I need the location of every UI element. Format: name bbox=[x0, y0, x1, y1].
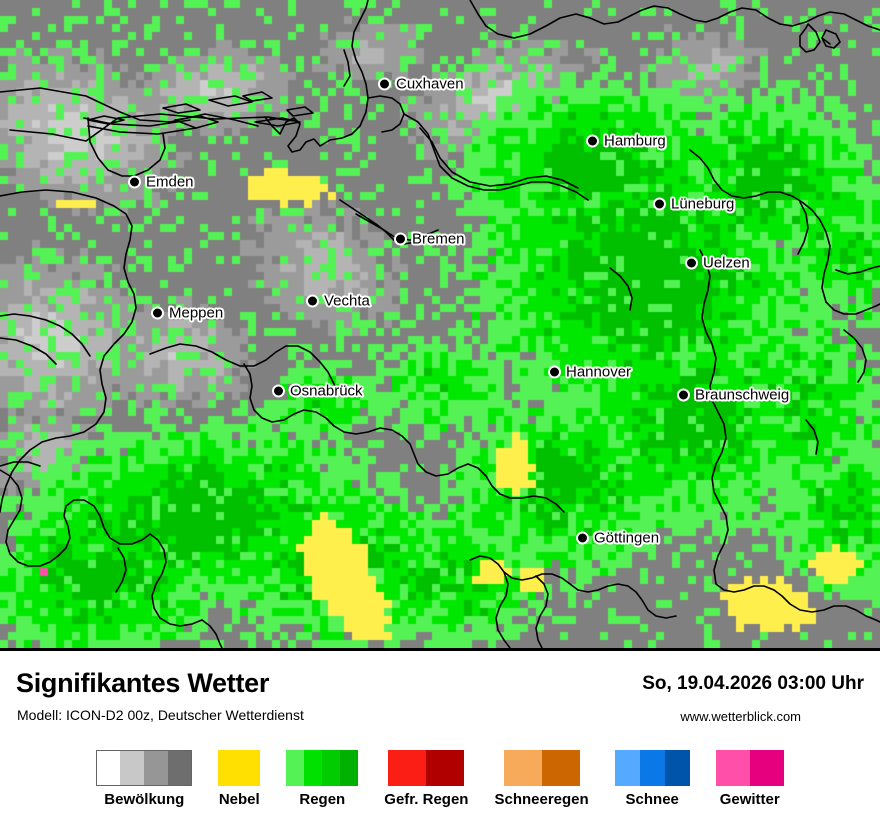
legend-item-nebel[interactable]: Nebel bbox=[218, 750, 261, 808]
legend-color-chip bbox=[749, 750, 784, 786]
city-label: Hannover bbox=[566, 363, 632, 381]
legend-item-regen[interactable]: Regen bbox=[286, 750, 359, 808]
legend-swatch bbox=[388, 750, 465, 786]
city-label: Cuxhaven bbox=[396, 75, 464, 93]
city-dot-icon bbox=[576, 531, 589, 545]
city-marker-luneburg[interactable]: Lüneburg bbox=[653, 196, 734, 213]
city-marker-braunschweig[interactable]: Braunschweig bbox=[677, 387, 789, 404]
legend-swatch bbox=[715, 750, 784, 786]
map-footer: Signifikantes Wetter Modell: ICON-D2 00z… bbox=[0, 651, 880, 830]
legend-item-gefrregen[interactable]: Gefr. Regen bbox=[384, 750, 468, 808]
legend-color-chip bbox=[715, 750, 750, 786]
city-dot-icon bbox=[653, 197, 666, 211]
city-marker-emden[interactable]: Emden bbox=[128, 174, 194, 191]
city-dot-icon bbox=[677, 388, 690, 402]
city-marker-hamburg[interactable]: Hamburg bbox=[586, 133, 666, 150]
city-label: Vechta bbox=[324, 292, 370, 310]
city-dot-icon bbox=[272, 384, 285, 398]
legend-color-chip bbox=[639, 750, 665, 786]
legend-color-chip bbox=[426, 750, 465, 786]
city-dot-icon bbox=[128, 175, 141, 189]
city-label: Uelzen bbox=[703, 254, 750, 272]
city-label: Meppen bbox=[169, 304, 224, 322]
legend-color-chip bbox=[168, 750, 193, 786]
model-subtitle: Modell: ICON-D2 00z, Deutscher Wetterdie… bbox=[17, 707, 304, 723]
legend-color-chip bbox=[503, 750, 542, 786]
legend-color-chip bbox=[218, 750, 261, 786]
legend-label: Bewölkung bbox=[104, 791, 185, 808]
legend-item-schneeregen[interactable]: Schneeregen bbox=[494, 750, 589, 808]
page-title: Signifikantes Wetter bbox=[16, 668, 270, 698]
legend-swatch bbox=[614, 750, 690, 786]
website-link[interactable]: www.wetterblick.com bbox=[680, 709, 801, 724]
forecast-datetime: So, 19.04.2026 03:00 Uhr bbox=[642, 673, 864, 694]
city-marker-uelzen[interactable]: Uelzen bbox=[685, 255, 750, 272]
legend-color-chip bbox=[340, 750, 359, 786]
legend-swatch bbox=[96, 750, 193, 786]
city-marker-osnabruck[interactable]: Osnabrück bbox=[272, 383, 363, 400]
legend-label: Gefr. Regen bbox=[384, 791, 469, 808]
legend-item-gewitter[interactable]: Gewitter bbox=[715, 750, 784, 808]
legend-swatch bbox=[218, 750, 261, 786]
city-dot-icon bbox=[685, 256, 698, 270]
legend-color-chip bbox=[614, 750, 640, 786]
city-dot-icon bbox=[151, 306, 164, 320]
city-label: Göttingen bbox=[594, 529, 660, 547]
city-label: Lüneburg bbox=[671, 195, 735, 213]
city-dot-icon bbox=[586, 134, 599, 148]
city-label: Braunschweig bbox=[695, 386, 790, 404]
legend-color-chip bbox=[664, 750, 690, 786]
city-marker-hannover[interactable]: Hannover bbox=[548, 364, 631, 381]
city-marker-cuxhaven[interactable]: Cuxhaven bbox=[378, 76, 464, 93]
city-dot-icon bbox=[378, 77, 391, 91]
city-label: Bremen bbox=[412, 230, 465, 248]
city-label: Osnabrück bbox=[290, 382, 363, 400]
weather-legend: Bewölkung Nebel Regen Gefr. Regen Schneerege… bbox=[0, 750, 880, 808]
legend-color-chip bbox=[388, 750, 427, 786]
legend-swatch bbox=[503, 750, 580, 786]
legend-label: Schneeregen bbox=[494, 791, 589, 808]
precipitation-raster bbox=[0, 0, 880, 648]
city-dot-icon bbox=[394, 232, 407, 246]
city-dot-icon bbox=[548, 365, 561, 379]
city-marker-gottingen[interactable]: Göttingen bbox=[576, 530, 659, 547]
city-label: Emden bbox=[146, 173, 194, 191]
legend-label: Regen bbox=[299, 791, 346, 808]
city-label: Hamburg bbox=[604, 132, 666, 150]
legend-label: Nebel bbox=[218, 791, 260, 808]
legend-color-chip bbox=[304, 750, 323, 786]
city-marker-bremen[interactable]: Bremen bbox=[394, 231, 465, 248]
legend-item-bewolkung[interactable]: Bewölkung bbox=[96, 750, 193, 808]
legend-color-chip bbox=[144, 750, 169, 786]
city-dot-icon bbox=[306, 294, 319, 308]
weather-map[interactable]: Cuxhaven Hamburg Emden Lüneburg Bremen Uelzen… bbox=[0, 0, 880, 651]
legend-color-chip bbox=[286, 750, 305, 786]
legend-color-chip bbox=[541, 750, 580, 786]
city-marker-meppen[interactable]: Meppen bbox=[151, 305, 223, 322]
city-marker-vechta[interactable]: Vechta bbox=[306, 293, 370, 310]
legend-item-schnee[interactable]: Schnee bbox=[614, 750, 690, 808]
legend-label: Gewitter bbox=[719, 791, 780, 808]
legend-color-chip bbox=[120, 750, 145, 786]
legend-color-chip bbox=[96, 750, 121, 786]
legend-swatch bbox=[286, 750, 359, 786]
legend-color-chip bbox=[322, 750, 341, 786]
legend-label: Schnee bbox=[625, 791, 679, 808]
political-borders-overlay bbox=[0, 0, 880, 648]
